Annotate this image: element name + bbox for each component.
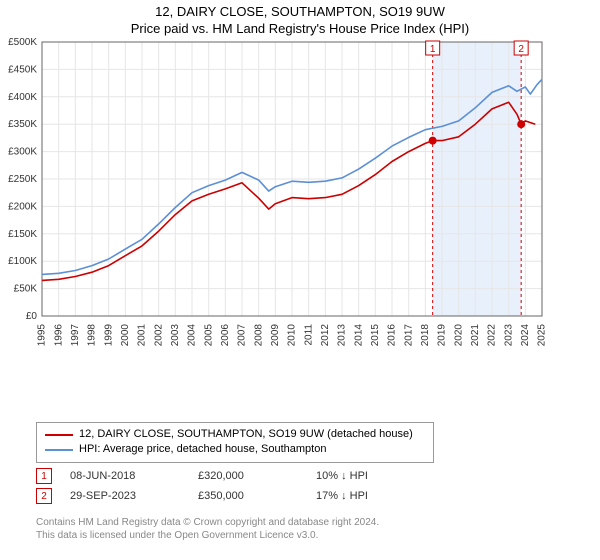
svg-text:2011: 2011 (303, 324, 314, 346)
svg-text:2007: 2007 (237, 324, 248, 347)
legend: 12, DAIRY CLOSE, SOUTHAMPTON, SO19 9UW (… (36, 422, 434, 463)
svg-text:2012: 2012 (320, 324, 331, 347)
svg-text:2005: 2005 (203, 324, 214, 347)
svg-text:£200K: £200K (8, 201, 37, 212)
svg-text:2: 2 (518, 44, 524, 55)
svg-text:1998: 1998 (87, 324, 98, 347)
svg-text:£100K: £100K (8, 256, 37, 267)
svg-text:£450K: £450K (8, 64, 37, 75)
svg-text:£50K: £50K (14, 284, 38, 295)
svg-text:2024: 2024 (520, 324, 531, 347)
legend-line-hpi (45, 449, 73, 451)
tx-date: 29-SEP-2023 (70, 490, 180, 502)
footnote-line2: This data is licensed under the Open Gov… (36, 529, 379, 542)
svg-text:2003: 2003 (170, 324, 181, 347)
svg-text:2014: 2014 (353, 324, 364, 347)
svg-text:2019: 2019 (437, 324, 448, 347)
svg-text:£150K: £150K (8, 229, 37, 240)
svg-text:2022: 2022 (487, 324, 498, 347)
svg-text:£250K: £250K (8, 174, 37, 185)
svg-text:2009: 2009 (270, 324, 281, 347)
chart-title-main: 12, DAIRY CLOSE, SOUTHAMPTON, SO19 9UW (0, 0, 600, 19)
svg-text:2002: 2002 (153, 324, 164, 347)
svg-text:2023: 2023 (503, 324, 514, 347)
svg-text:2018: 2018 (420, 324, 431, 347)
svg-text:2010: 2010 (287, 324, 298, 347)
svg-text:2020: 2020 (453, 324, 464, 347)
transactions-table: 1 08-JUN-2018 £320,000 10% ↓ HPI 2 29-SE… (36, 466, 376, 506)
svg-text:£0: £0 (26, 311, 38, 322)
tx-date: 08-JUN-2018 (70, 470, 180, 482)
svg-text:2001: 2001 (137, 324, 148, 347)
tx-pct: 10% ↓ HPI (316, 470, 376, 482)
tx-pct: 17% ↓ HPI (316, 490, 376, 502)
transaction-row: 1 08-JUN-2018 £320,000 10% ↓ HPI (36, 466, 376, 486)
marker-2-icon: 2 (36, 488, 52, 504)
transaction-row: 2 29-SEP-2023 £350,000 17% ↓ HPI (36, 486, 376, 506)
legend-label-hpi: HPI: Average price, detached house, Sout… (79, 442, 326, 457)
svg-text:2016: 2016 (387, 324, 398, 347)
svg-text:1: 1 (430, 44, 436, 55)
svg-text:2008: 2008 (253, 324, 264, 347)
svg-text:2015: 2015 (370, 324, 381, 347)
svg-text:1999: 1999 (103, 324, 114, 347)
svg-text:1996: 1996 (53, 324, 64, 347)
legend-line-subject (45, 434, 73, 436)
svg-text:2004: 2004 (187, 324, 198, 347)
svg-text:2013: 2013 (337, 324, 348, 347)
price-chart: £0 £50K £100K £150K £200K £250K £300K £350K £400… (0, 36, 560, 366)
svg-text:2000: 2000 (120, 324, 131, 347)
svg-text:£300K: £300K (8, 147, 37, 158)
chart-title-sub: Price paid vs. HM Land Registry's House … (0, 19, 600, 36)
footnote-line1: Contains HM Land Registry data © Crown c… (36, 516, 379, 529)
footnote: Contains HM Land Registry data © Crown c… (36, 516, 379, 542)
svg-text:2021: 2021 (470, 324, 481, 347)
legend-label-subject: 12, DAIRY CLOSE, SOUTHAMPTON, SO19 9UW (… (79, 427, 413, 442)
svg-text:1995: 1995 (37, 324, 48, 347)
tx-price: £320,000 (198, 470, 298, 482)
svg-text:£500K: £500K (8, 37, 37, 48)
marker-1-icon: 1 (36, 468, 52, 484)
svg-text:2006: 2006 (220, 324, 231, 347)
svg-text:£350K: £350K (8, 119, 37, 130)
svg-text:1997: 1997 (70, 324, 81, 347)
tx-price: £350,000 (198, 490, 298, 502)
svg-text:2025: 2025 (537, 324, 548, 347)
svg-text:2017: 2017 (403, 324, 414, 347)
svg-text:£400K: £400K (8, 92, 37, 103)
